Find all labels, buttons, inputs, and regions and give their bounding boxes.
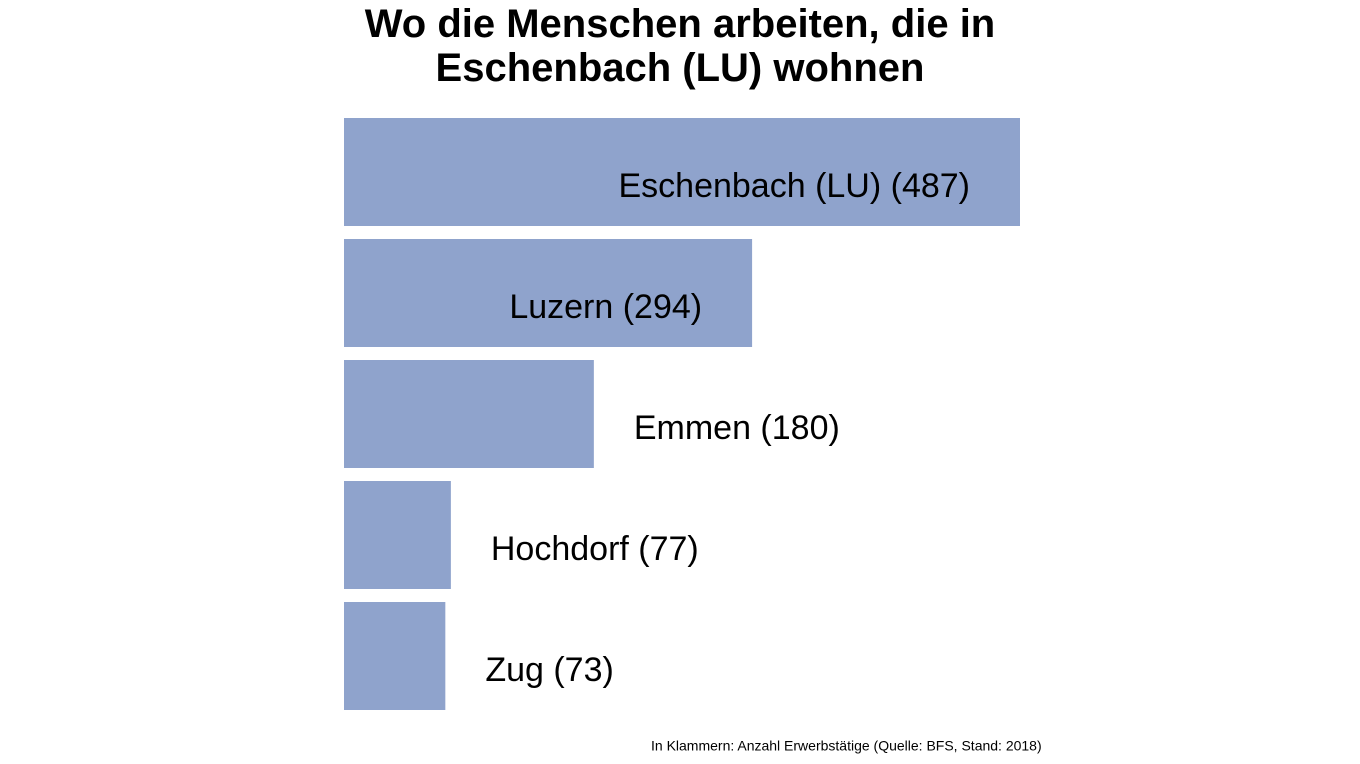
bar	[344, 602, 446, 710]
chart-title: Wo die Menschen arbeiten, die in Eschenb…	[364, 2, 996, 90]
bar-label: Eschenbach (LU) (487)	[618, 167, 970, 205]
bar-label: Hochdorf (77)	[491, 530, 699, 568]
bar	[344, 481, 451, 589]
bar-label: Emmen (180)	[634, 409, 840, 447]
bar	[344, 360, 594, 468]
bar-label: Luzern (294)	[509, 288, 702, 326]
bar	[344, 118, 1020, 226]
bar-label: Zug (73)	[485, 651, 613, 689]
footnote: In Klammern: Anzahl Erwerbstätige (Quell…	[651, 738, 1042, 754]
bar	[344, 239, 753, 347]
